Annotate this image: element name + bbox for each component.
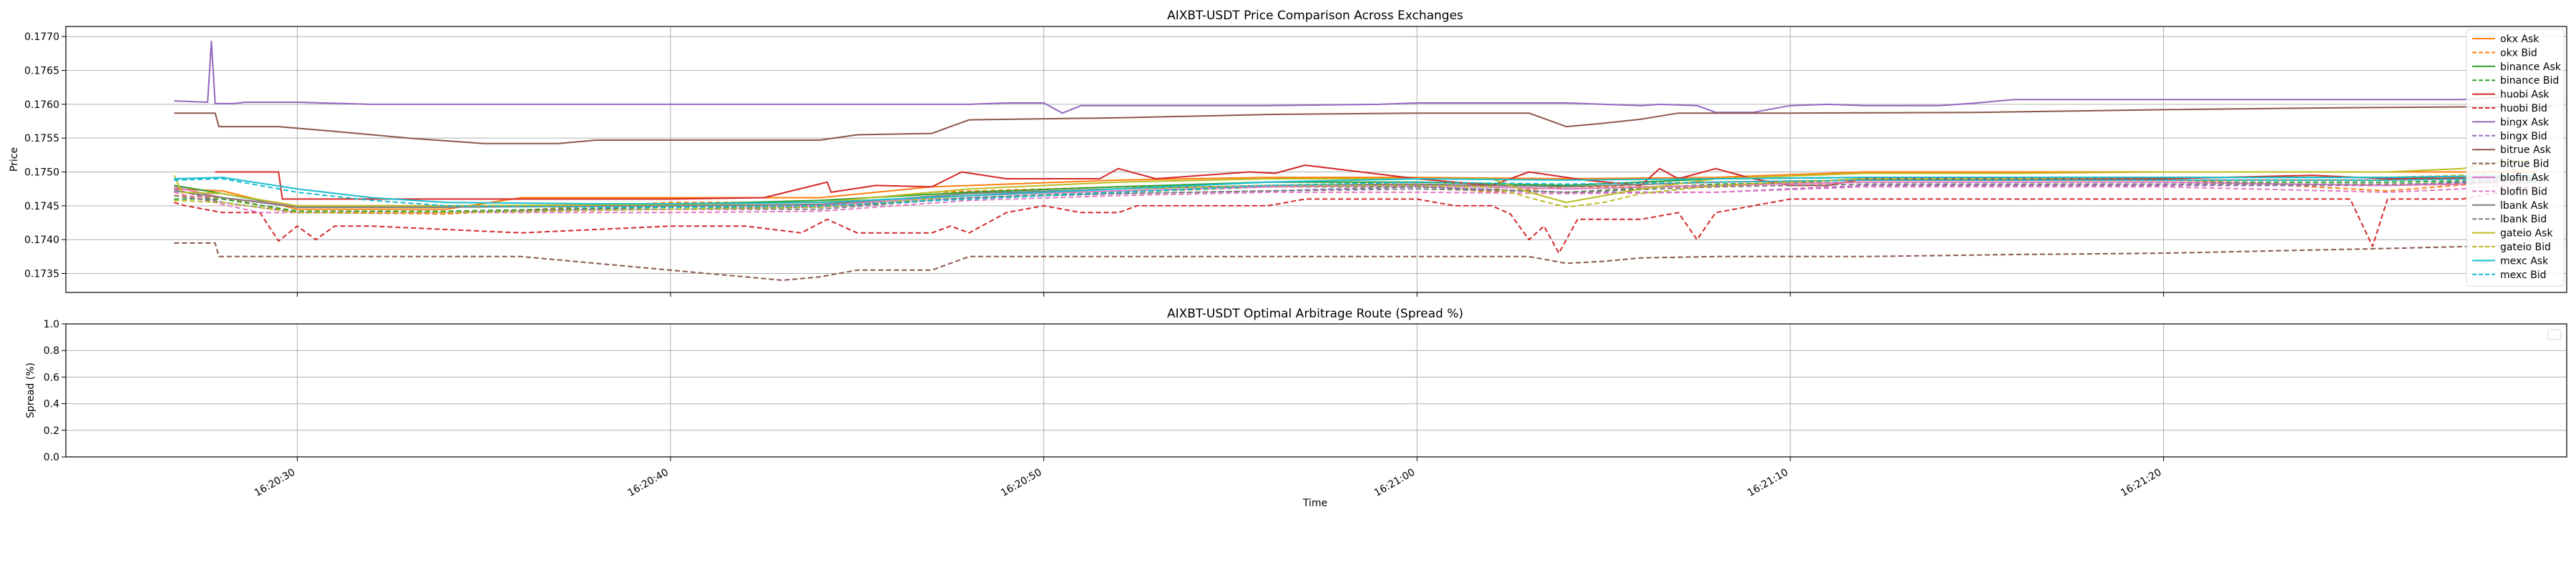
spread-chart-title: AIXBT-USDT Optimal Arbitrage Route (Spre… <box>1167 307 1463 321</box>
spread-chart-empty-legend <box>2547 329 2562 340</box>
legend-label: lbank Ask <box>2500 200 2550 212</box>
y-tick-label: 0.6 <box>44 372 59 383</box>
y-tick-label: 0.1745 <box>24 201 59 212</box>
series-line-bitrue-ask <box>174 105 2552 144</box>
price-chart-x-ticks <box>296 292 2165 297</box>
series-line-huobi-bid <box>174 184 2537 255</box>
legend-label: lbank Bid <box>2500 214 2547 225</box>
legend-label: gateio Ask <box>2500 228 2553 240</box>
legend-label: okx Ask <box>2500 34 2540 45</box>
y-tick-label: 0.1735 <box>24 268 59 280</box>
y-tick-label: 0.8 <box>44 345 59 357</box>
series-line-gateio-ask <box>173 159 2529 207</box>
legend-label: blofin Bid <box>2500 186 2547 197</box>
price-chart-title: AIXBT-USDT Price Comparison Across Excha… <box>1167 9 1463 23</box>
y-tick-label: 0.1755 <box>24 133 59 144</box>
legend-label: binance Bid <box>2500 75 2559 87</box>
y-tick-label: 0.1770 <box>24 31 59 43</box>
y-tick-label: 0.1760 <box>24 99 59 111</box>
price-chart-frame <box>65 26 2567 293</box>
spread-chart-y-label: Spread (%) <box>25 363 36 418</box>
legend-label: mexc Bid <box>2500 270 2547 281</box>
legend-label: okx Bid <box>2500 47 2537 59</box>
y-tick-label: 0.2 <box>44 425 59 437</box>
price-chart-lines <box>173 40 2552 281</box>
legend-label: blofin Ask <box>2500 172 2550 184</box>
spread-chart-x-label: Time <box>1302 498 1327 509</box>
spread-chart-frame <box>65 323 2567 458</box>
legend-label: huobi Bid <box>2500 103 2547 114</box>
price-chart-y-ticks: 0.1735 0.1740 0.1745 0.1750 0.1755 0.1760 0.17… <box>24 31 66 280</box>
y-tick-label: 0.1765 <box>24 66 59 77</box>
series-line-mexc-bid <box>174 178 2537 208</box>
legend-label: gateio Bid <box>2500 242 2551 253</box>
y-tick-label: 0.0 <box>44 452 59 463</box>
legend-label: bitrue Bid <box>2500 159 2549 170</box>
y-tick-label: 0.1740 <box>24 235 59 246</box>
legend-label: mexc Ask <box>2500 255 2549 267</box>
legend-label: bitrue Ask <box>2500 144 2552 156</box>
series-line-blofin-bid <box>174 181 2537 214</box>
y-tick-label: 0.1750 <box>24 167 59 179</box>
series-line-okx-ask <box>174 171 2537 210</box>
series-line-bingx-bid <box>174 178 2537 214</box>
price-chart: AIXBT-USDT Price Comparison Across Excha… <box>9 9 2567 297</box>
price-chart-legend: okx Ask okx Bid binance Ask binance Bid huob… <box>2466 29 2565 287</box>
legend-label: bingx Bid <box>2500 131 2547 142</box>
series-line-mexc-ask <box>174 174 2537 204</box>
legend-label: huobi Ask <box>2500 89 2550 101</box>
y-tick-label: 1.0 <box>44 319 59 330</box>
legend-label: bingx Ask <box>2500 117 2550 128</box>
series-line-bingx-ask <box>174 40 2552 114</box>
spread-chart-y-ticks: 0.0 0.2 0.4 0.6 0.8 1.0 <box>44 319 66 463</box>
y-tick-label: 0.4 <box>44 399 59 410</box>
legend-label: binance Ask <box>2500 61 2562 73</box>
price-chart-y-label: Price <box>9 147 20 172</box>
